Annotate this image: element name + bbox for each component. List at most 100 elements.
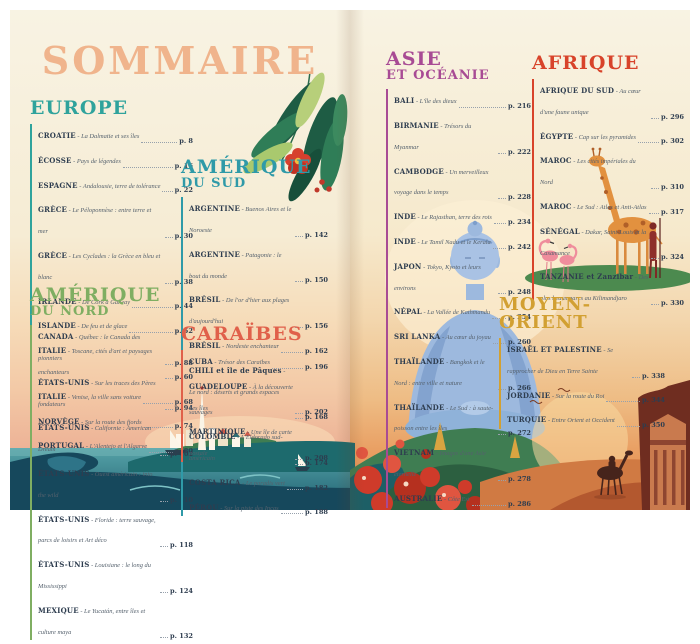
entry-subtitle: - Trésors du Myanmar	[394, 123, 472, 151]
entry-text: BRÉSIL - De l'or d'hier aux plages d'auj…	[189, 288, 293, 330]
toc-entry: ITALIE - Toscane, cités d'art et paysage…	[38, 339, 193, 381]
toc-entry: BIRMANIE - Trésors du Myanmar p. 222	[394, 114, 531, 156]
dotted-leader	[295, 413, 304, 415]
entry-subtitle: - De Cork à Galway	[76, 298, 131, 306]
entry-text: COSTA RICA - Le paradis vert	[189, 471, 285, 492]
entry-text: CHILI et île de Pâques - Le nord : déser…	[189, 359, 293, 421]
entry-country: COSTA RICA	[189, 477, 241, 487]
dotted-leader	[149, 452, 173, 454]
toc-entry: ITALIE - Venise, la ville sans voiture p.…	[38, 385, 193, 406]
toc-entry: GRÈCE - Le Péloponnèse : entre terre et …	[38, 198, 193, 240]
dotted-leader	[160, 455, 169, 457]
entry-page-number: p. 248	[508, 288, 531, 297]
section-title: MOYEN-ORIENT	[499, 294, 592, 333]
entry-subtitle: - Toscane, cités d'art et paysages encha…	[38, 348, 153, 376]
entry-page-number: p. 310	[661, 182, 684, 191]
entry-text: BALI - L'île des dieux	[394, 89, 457, 110]
entry-subtitle: - Une île de carte postale	[189, 429, 292, 458]
entry-text: CROATIE - La Dalmatie et ses îles	[38, 124, 139, 145]
entry-text: ITALIE - Venise, la ville sans voiture	[38, 385, 141, 406]
entry-page-number: p. 94	[174, 404, 193, 413]
entry-text: THAÏLANDE - Bangkok et le Nord : entre v…	[394, 350, 496, 392]
entry-text: IRLANDE - De Cork à Galway	[38, 290, 130, 311]
toc-list: CUBA - Trésor des Caraïbes p. 196 GUADELOU…	[181, 350, 328, 462]
toc-entry: THAÏLANDE - Le Sud : à saute-poisson ent…	[394, 396, 531, 438]
entry-page-number: p. 228	[508, 193, 531, 202]
entry-subtitle: - Cap sur les pyramides	[573, 133, 636, 141]
section-amerique-du-nord: AMÉRIQUE DU NORD CANADA - Québec : le Ca…	[30, 286, 193, 644]
toc-entry: ÉTATS-UNIS - Louisiane : le long du Miss…	[38, 553, 193, 595]
entry-page-number: p. 317	[661, 207, 684, 216]
entry-text: GRÈCE - Les Cyclades : la Grèce en bleu …	[38, 244, 163, 286]
entry-page-number: p. 22	[174, 186, 193, 195]
toc-entry: IRLANDE - De Cork à Galway p. 44	[38, 290, 193, 311]
entry-country: BALI	[394, 96, 415, 106]
entry-subtitle: - Ouest américain : into the wild	[38, 471, 153, 499]
section-title: CARAÏBES	[181, 323, 303, 345]
section-title: AMÉRIQUE	[30, 284, 161, 306]
entry-subtitle: - Le paradis vert	[240, 479, 285, 487]
entry-text: ÉCOSSE - Pays de légendes	[38, 149, 121, 170]
entry-text: AFRIQUE DU SUD - Au cœur d'une faune uni…	[540, 79, 649, 121]
dotted-leader	[286, 488, 304, 490]
entry-text: NÉPAL - La Vallée de Kathmandu	[394, 300, 490, 321]
section-subtitle: DU SUD	[181, 176, 247, 191]
entry-page-number: p. 234	[508, 218, 531, 227]
entry-text: INDE - Le Rajasthan, terre des rois	[394, 205, 492, 226]
entry-subtitle: - Le Sud : Atlas et Anti-Atlas	[571, 203, 647, 211]
dotted-leader	[132, 307, 173, 309]
flamingos-illustration	[538, 238, 578, 283]
entry-page-number: p. 254	[508, 313, 531, 322]
entry-text: TURQUIE - Entre Orient et Occident	[507, 408, 615, 429]
entry-subtitle: - À la découverte des îles	[189, 383, 293, 412]
entry-country: PÉROU	[189, 502, 219, 512]
entry-text: SRI LANKA - Au cœur du joyau	[394, 325, 491, 346]
dotted-leader	[632, 376, 641, 378]
entry-subtitle: - Bangkok et le Nord : entre ville et na…	[394, 359, 485, 387]
toc-entry: PÉROU - Sur la piste des Incas p. 188	[189, 496, 328, 517]
entry-country: JAPON	[394, 261, 422, 271]
dotted-leader	[471, 504, 507, 506]
entry-text: SÉNÉGAL - Dakar, Saint-Louis et la Casam…	[540, 220, 649, 262]
entry-text: NORVÈGE - Sur la route des fjords	[38, 410, 142, 431]
entry-page-number: p. 16	[174, 161, 193, 170]
entry-country: GUADELOUPE	[189, 381, 248, 391]
dotted-leader	[295, 281, 304, 283]
entry-country: COLOMBIE	[189, 432, 236, 442]
dotted-leader	[498, 479, 507, 481]
giraffe-illustration	[525, 147, 690, 291]
entry-page-number: p. 44	[174, 302, 193, 311]
entry-page-number: p. 330	[661, 298, 684, 307]
entry-subtitle: - Les Cyclades : la Grèce en bleu et bla…	[38, 252, 161, 281]
entry-page-number: p. 202	[305, 408, 328, 417]
entry-text: ISRAËL ET PALESTINE - Se rapprocher de D…	[507, 338, 630, 380]
entry-text: BRÉSIL - Nordeste enchanteur	[189, 334, 279, 355]
dotted-leader	[498, 293, 507, 295]
toc-entry: ÉTATS-UNIS - Sur les traces des Pères fo…	[38, 371, 193, 413]
entry-country: ÉTATS-UNIS	[38, 560, 90, 570]
dotted-leader	[295, 327, 304, 329]
entry-country: BRÉSIL	[189, 295, 221, 305]
entry-country: THAÏLANDE	[394, 402, 445, 412]
entry-text: BIRMANIE - Trésors du Myanmar	[394, 114, 496, 156]
entry-text: INDE - Le Tamil Nadu et le Kerala	[394, 230, 491, 251]
dotted-leader	[295, 458, 304, 460]
entry-subtitle: - Au cœur d'une faune unique	[540, 88, 641, 116]
book-spread: { "title": "SOMMAIRE", "title_color": "#…	[10, 10, 690, 641]
entry-text: MAROC - Le Sud : Atlas et Anti-Atlas	[540, 195, 647, 216]
dotted-leader	[141, 141, 178, 143]
toc-entry: ESPAGNE - Andalousie, terre de tolérance…	[38, 174, 193, 195]
toc-entry: TURQUIE - Entre Orient et Occident p. 350	[507, 408, 665, 429]
entry-text: CANADA - Québec : le Canada des pionnier…	[38, 325, 163, 367]
entry-subtitle: - Patagonie : le bout du monde	[189, 251, 282, 280]
entry-page-number: p. 338	[642, 371, 665, 380]
toc-entry: THAÏLANDE - Bangkok et le Nord : entre v…	[394, 350, 531, 392]
entry-subtitle: - Sur la piste des Incas	[218, 504, 279, 512]
entry-subtitle: - Des plus beaux parcs au Kilimandjaro	[540, 274, 649, 303]
dotted-leader	[606, 401, 641, 403]
entry-subtitle: - La Dalmatie et ses îles	[75, 133, 140, 140]
toc-entry: ÉTATS-UNIS - Ouest américain : into the …	[38, 462, 193, 504]
section-afrique: AFRIQUE AFRIQUE DU SUD - Au cœur d'une f…	[532, 54, 684, 311]
toc-entry: BRÉSIL - Nordeste enchanteur p. 162	[189, 334, 328, 355]
dotted-leader	[164, 377, 173, 379]
